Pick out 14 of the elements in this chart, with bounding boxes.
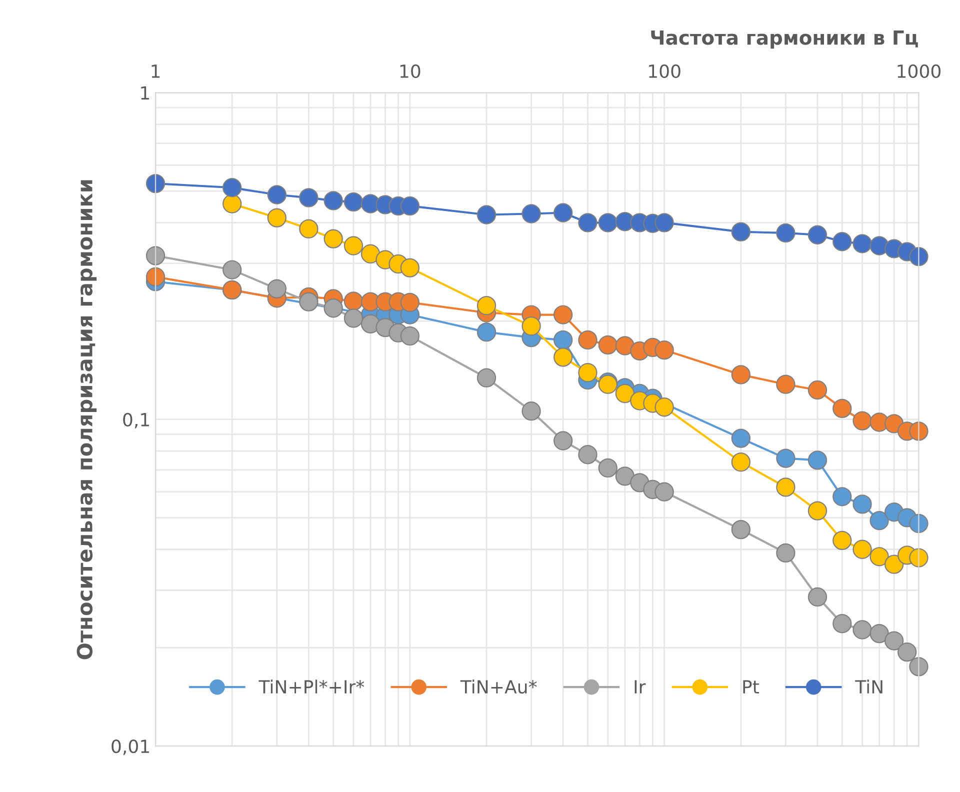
x-tick-label: 10 (400, 64, 420, 78)
x-tick-label: 1 (152, 64, 160, 78)
legend-label: TiN (855, 680, 882, 694)
x-tick-label: 1000 (898, 64, 940, 78)
legend-label: TiN+Pl*+Ir* (258, 680, 364, 694)
y-tick-label: 1 (141, 86, 149, 100)
legend-label: TiN+Au* (460, 680, 537, 694)
legend-label: Pt (743, 680, 759, 694)
y-tick-label: 0,1 (123, 412, 149, 428)
legend-label: Ir (634, 680, 646, 694)
y-tick-label: 0,01 (112, 740, 149, 756)
y-axis-title: Относительная поляризация гармоники (76, 180, 97, 660)
x-tick-label: 100 (649, 64, 680, 78)
x-axis-title: Частота гармоники в Гц (651, 30, 918, 49)
